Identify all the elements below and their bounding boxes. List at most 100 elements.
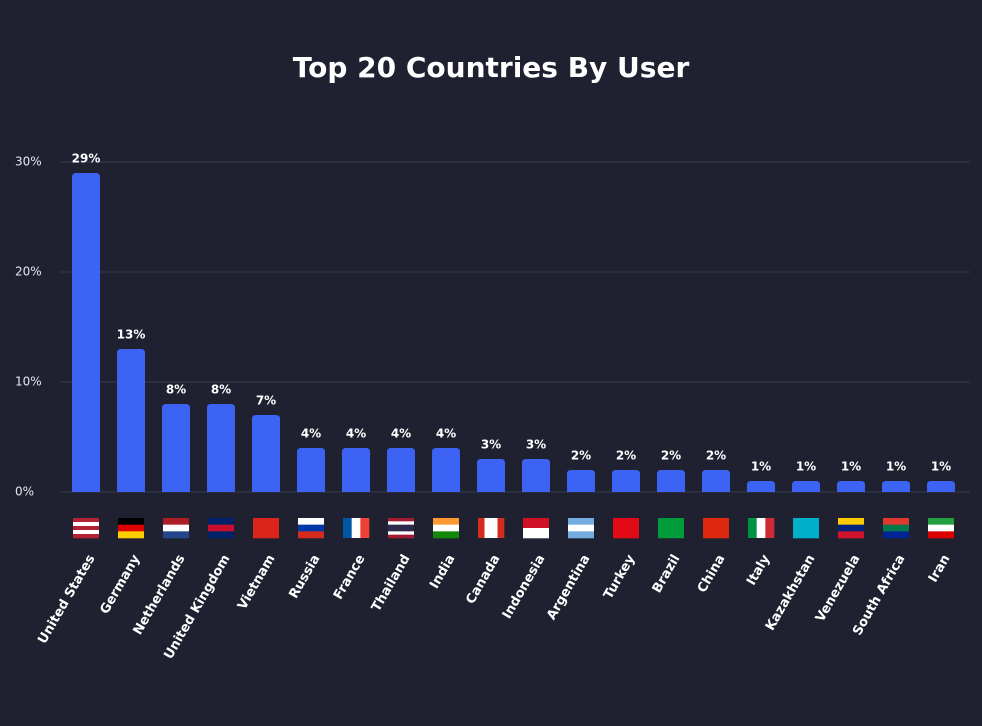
flag bbox=[163, 518, 189, 539]
value-label: 2% bbox=[706, 449, 726, 463]
flag bbox=[343, 518, 370, 538]
flag-stripe bbox=[253, 518, 279, 539]
flag-stripe bbox=[497, 518, 505, 538]
flag bbox=[613, 518, 639, 539]
bar bbox=[612, 470, 640, 492]
bar bbox=[522, 459, 550, 492]
flag bbox=[703, 518, 729, 539]
flag-stripe bbox=[118, 518, 144, 525]
bar bbox=[207, 404, 235, 492]
flag-stripe bbox=[838, 531, 864, 539]
flag-stripe bbox=[73, 530, 99, 535]
value-label: 1% bbox=[931, 460, 951, 474]
flag-stripe bbox=[793, 518, 819, 539]
flag-stripe bbox=[208, 518, 234, 525]
flag-stripe bbox=[298, 531, 324, 539]
flag-stripe bbox=[658, 518, 684, 539]
flag bbox=[793, 518, 819, 539]
value-label: 2% bbox=[571, 449, 591, 463]
value-label: 8% bbox=[166, 383, 186, 397]
flag-stripe bbox=[163, 531, 189, 539]
flag-stripe bbox=[388, 528, 414, 532]
flag-stripe bbox=[298, 524, 324, 532]
bar bbox=[162, 404, 190, 492]
flag bbox=[388, 518, 414, 539]
flag bbox=[928, 518, 954, 539]
y-tick-label: 30% bbox=[15, 155, 42, 169]
flag-stripe bbox=[478, 518, 485, 538]
flag-stripe bbox=[568, 524, 594, 532]
flag-stripe bbox=[118, 531, 144, 539]
bar bbox=[837, 481, 865, 492]
flag bbox=[568, 518, 594, 539]
bar bbox=[792, 481, 820, 492]
flag-stripe bbox=[568, 531, 594, 539]
value-label: 29% bbox=[72, 152, 101, 166]
flag-stripe bbox=[343, 518, 352, 538]
flag-stripe bbox=[388, 524, 414, 529]
flag-stripe bbox=[208, 524, 234, 532]
flag-stripe bbox=[388, 531, 414, 535]
flag-stripe bbox=[73, 522, 99, 527]
flag-stripe bbox=[756, 518, 766, 538]
flag-stripe bbox=[73, 518, 99, 523]
flag-stripe bbox=[883, 524, 909, 532]
y-tick-label: 10% bbox=[15, 375, 42, 389]
flag-stripe bbox=[703, 518, 729, 539]
flag-stripe bbox=[388, 518, 414, 522]
flag-stripe bbox=[433, 524, 459, 532]
bar bbox=[72, 173, 100, 492]
flag-stripe bbox=[613, 518, 639, 539]
flag-stripe bbox=[838, 524, 864, 532]
flag-stripe bbox=[523, 528, 549, 539]
bar bbox=[567, 470, 595, 492]
flag-stripe bbox=[73, 534, 99, 539]
value-label: 4% bbox=[436, 427, 456, 441]
flag-stripe bbox=[118, 524, 144, 532]
value-label: 13% bbox=[117, 328, 146, 342]
flag bbox=[253, 518, 279, 539]
value-label: 3% bbox=[481, 438, 501, 452]
flag bbox=[838, 518, 864, 539]
flag-stripe bbox=[298, 518, 324, 525]
bar bbox=[297, 448, 325, 492]
y-tick-label: 20% bbox=[15, 265, 42, 279]
flag-stripe bbox=[748, 518, 757, 538]
value-label: 1% bbox=[796, 460, 816, 474]
flag bbox=[748, 518, 775, 538]
bar bbox=[477, 459, 505, 492]
flag-stripe bbox=[388, 521, 414, 525]
value-label: 7% bbox=[256, 394, 276, 408]
bar bbox=[882, 481, 910, 492]
y-tick-label: 0% bbox=[15, 485, 34, 499]
bar bbox=[927, 481, 955, 492]
flag-stripe bbox=[208, 531, 234, 539]
flag-stripe bbox=[928, 518, 954, 525]
flag-stripe bbox=[388, 534, 414, 539]
flag-stripe bbox=[928, 531, 954, 539]
value-label: 4% bbox=[346, 427, 366, 441]
flag-stripe bbox=[433, 531, 459, 539]
bar bbox=[747, 481, 775, 492]
flag bbox=[658, 518, 684, 539]
value-label: 4% bbox=[301, 427, 321, 441]
flag-stripe bbox=[163, 524, 189, 532]
value-label: 1% bbox=[751, 460, 771, 474]
flag bbox=[118, 518, 144, 539]
flag bbox=[208, 518, 234, 539]
value-label: 1% bbox=[886, 460, 906, 474]
flag-stripe bbox=[883, 518, 909, 525]
bar bbox=[432, 448, 460, 492]
flag-stripe bbox=[523, 518, 549, 529]
flag-stripe bbox=[883, 531, 909, 539]
flag-stripe bbox=[73, 526, 99, 531]
value-label: 2% bbox=[661, 449, 681, 463]
bar bbox=[252, 415, 280, 492]
flag bbox=[478, 518, 505, 538]
value-label: 3% bbox=[526, 438, 546, 452]
value-label: 2% bbox=[616, 449, 636, 463]
flag-stripe bbox=[928, 524, 954, 532]
value-label: 4% bbox=[391, 427, 411, 441]
